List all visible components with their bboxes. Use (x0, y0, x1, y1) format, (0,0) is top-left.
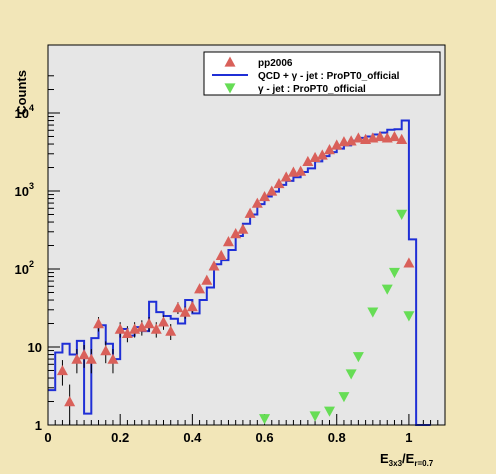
pp2006-point (396, 133, 408, 144)
pp2006-point (85, 353, 97, 364)
gamma-jet-point (396, 209, 408, 220)
gamma-jet-point (388, 267, 400, 279)
pp2006-point (136, 321, 148, 332)
pp2006-point (273, 177, 285, 189)
pp2006-point (143, 318, 155, 329)
pp2006-point (179, 306, 191, 317)
gamma-jet-point (345, 369, 357, 380)
pp2006-point (266, 185, 278, 196)
pp2006-point (331, 139, 343, 150)
gamma-jet-point (381, 284, 393, 295)
pp2006-point (244, 207, 256, 218)
pp2006-point (56, 364, 68, 376)
pp2006-point (403, 257, 415, 268)
pp2006-point (157, 316, 169, 327)
x-tick-label: 0.4 (183, 430, 202, 445)
pp2006-point (150, 323, 162, 334)
y-tick-label: 10 (28, 340, 42, 355)
pp2006-point (352, 132, 364, 143)
pp2006-point (230, 228, 242, 239)
legend-label: pp2006 (258, 58, 293, 69)
x-axis-label-main: E3x3/Er=0.7 (380, 451, 434, 468)
series-layer (48, 119, 431, 426)
legend-label: γ - jet : ProPT0_official (258, 84, 366, 95)
legend: pp2006 QCD + γ - jet : ProPT0_official γ -… (203, 51, 441, 96)
gamma-jet-point (367, 307, 379, 318)
y-axis-label: Counts (14, 70, 29, 115)
pp2006-point (121, 327, 133, 338)
pp2006-point (107, 353, 119, 364)
pp2006-point (280, 171, 292, 182)
pp2006-point (388, 130, 400, 142)
pp2006-point (208, 260, 220, 271)
pp2006-point (374, 130, 386, 142)
x-tick-label: 0.2 (111, 430, 129, 445)
pp2006-point (324, 144, 336, 155)
pp2006-point (93, 318, 105, 329)
y-tick-label: 102 (15, 259, 34, 277)
pp2006-point (165, 325, 177, 336)
x-tick-label: 0.8 (328, 430, 346, 445)
x-axis-label: E3x3/Er=0.7 (380, 451, 434, 468)
y-axis-ticks: 1 10 102 103 104 (15, 75, 60, 433)
x-axis-ticks: 0 0.2 0.4 0.6 0.8 1 (44, 414, 446, 445)
pp2006-point (295, 165, 307, 176)
legend-box (203, 51, 441, 96)
pp2006-point (186, 301, 198, 312)
legend-label: QCD + γ - jet : ProPT0_official (258, 71, 400, 82)
gamma-jet-point (259, 414, 271, 425)
legend-items: pp2006 QCD + γ - jet : ProPT0_official γ -… (212, 56, 400, 95)
pp2006-point (100, 345, 112, 356)
pp2006-point (222, 236, 234, 247)
pp2006-point (259, 191, 271, 202)
pp2006-point (201, 274, 213, 285)
pp2006-point (237, 223, 249, 234)
gamma-jet-point (324, 406, 336, 417)
y-tick-label: 103 (15, 181, 34, 199)
pp2006-point (215, 249, 227, 260)
gamma-jet-point (352, 352, 364, 363)
pp2006-point (64, 396, 76, 407)
y-tick-label: 104 (15, 103, 34, 121)
pp2006-point (71, 353, 83, 364)
frame-background (48, 45, 445, 425)
frame-border (47, 44, 446, 426)
pp2006-point (172, 302, 184, 313)
legend-marker-pp2006 (224, 56, 236, 67)
y-tick-label: 1 (35, 418, 42, 433)
pp2006-point (345, 135, 357, 146)
pp2006-point (316, 149, 328, 160)
x-tick-label: 1 (405, 430, 412, 445)
pp2006-point (302, 155, 314, 167)
x-tick-label: 0 (44, 430, 51, 445)
x-tick-label: 0.6 (256, 430, 274, 445)
pp2006-point (114, 323, 126, 334)
pp2006-point (78, 349, 90, 360)
pp2006-point (251, 197, 263, 208)
gamma-jet-point (309, 411, 321, 422)
legend-marker-gamma-jet (224, 83, 236, 94)
pp2006-point (194, 283, 206, 294)
gamma-jet-point (338, 392, 350, 403)
gamma-jet-point (403, 311, 415, 322)
